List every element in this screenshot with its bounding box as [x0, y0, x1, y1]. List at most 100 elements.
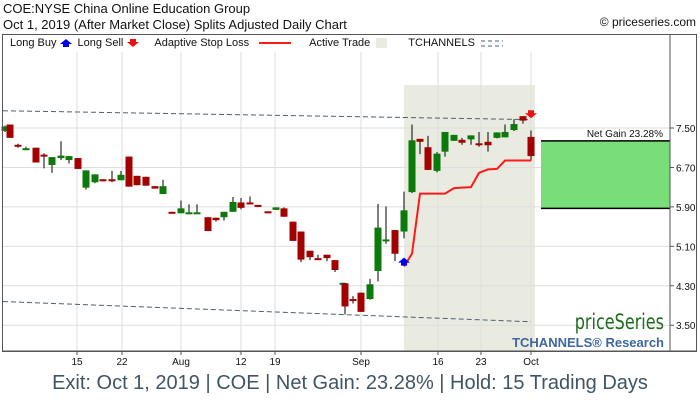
candle-up [22, 148, 30, 151]
legend-long-sell: Long Sell [77, 37, 154, 49]
candle-down [484, 141, 492, 146]
candle-down [331, 260, 339, 270]
candle-down [204, 217, 212, 232]
candle-down [416, 138, 424, 142]
chart-title: COE:NYSE China Online Education Group [3, 1, 251, 16]
candle-down [280, 208, 288, 217]
candle-down [314, 258, 322, 261]
candle-up [382, 239, 390, 242]
candle-up [159, 186, 167, 195]
x-tick-label: 16 [432, 357, 444, 368]
long-sell-arrow-icon [525, 110, 537, 119]
trade-summary: Exit: Oct 1, 2019 | COE | Net Gain: 23.2… [52, 372, 648, 394]
candle-up [493, 132, 501, 138]
candle-down [6, 124, 14, 138]
y-tick-label: 5.10 [676, 242, 696, 253]
candle-down [125, 156, 133, 187]
candle-up [374, 227, 382, 271]
candle-up [82, 170, 90, 188]
candle-up [441, 131, 449, 152]
candle-up [229, 201, 237, 212]
chart-subtitle: Oct 1, 2019 (After Market Close) Splits … [3, 17, 347, 32]
candle-down [323, 254, 331, 259]
candle-down [246, 202, 254, 205]
candle-up [450, 134, 458, 141]
tchannel-lower [2, 301, 532, 323]
brand-logo: priceSeries [575, 310, 664, 335]
legend-active-trade: Active Trade [309, 37, 408, 49]
candle-down [264, 211, 272, 214]
x-tick-label: Aug [172, 357, 190, 368]
legend-long-buy-label: Long Buy [10, 37, 57, 49]
candle-up [48, 157, 56, 165]
net-gain-label: Net Gain 23.28% [587, 129, 663, 140]
y-tick-label: 4.30 [676, 282, 696, 293]
candle-down [424, 147, 432, 170]
candle-down [151, 186, 159, 189]
candle-down [527, 136, 535, 157]
candle-down [341, 283, 349, 307]
x-tick-label: 15 [71, 357, 83, 368]
y-tick-label: 6.70 [676, 163, 696, 174]
legend-tchannels-label: TCHANNELS [408, 37, 475, 49]
candle-down [357, 292, 365, 312]
candle-down [237, 202, 245, 208]
x-tick-label: Sep [352, 357, 370, 368]
candle-down [133, 175, 141, 186]
brand-subtitle: TCHANNELS® Research [512, 335, 664, 350]
dashed-line-icon [480, 40, 503, 47]
active-trade-swatch-icon [376, 38, 388, 48]
candle-down [289, 221, 297, 241]
y-tick-label: 3.50 [676, 321, 696, 332]
candle-up [57, 155, 65, 159]
candle-up [177, 208, 185, 214]
legend-adaptive-stop: Adaptive Stop Loss [154, 37, 309, 49]
candle-up [408, 140, 416, 193]
net-gain-box [541, 140, 670, 209]
candle-down [306, 250, 314, 258]
candle-down [74, 158, 82, 169]
blue-up-arrow-icon [60, 39, 73, 47]
candle-up [65, 156, 73, 161]
red-down-arrow-icon [127, 39, 140, 47]
y-tick-label: 5.90 [676, 203, 696, 214]
legend-long-buy: Long Buy [10, 37, 77, 49]
candle-down [99, 179, 107, 182]
long-buy-arrow-icon [398, 257, 410, 266]
legend-adaptive-stop-label: Adaptive Stop Loss [154, 37, 250, 49]
candle-down [391, 230, 399, 254]
candle-up [467, 135, 475, 140]
candle-down [519, 116, 527, 121]
candle-down [168, 211, 176, 214]
candle-up [193, 212, 201, 215]
candle-down [40, 154, 48, 157]
candle-down [349, 299, 357, 302]
candle-up [220, 211, 228, 218]
candle-down [212, 217, 220, 221]
candle-down [14, 144, 22, 147]
x-tick-label: 23 [475, 357, 487, 368]
x-tick-label: 19 [269, 357, 281, 368]
x-tick-label: 22 [116, 357, 128, 368]
candle-down [254, 204, 262, 207]
chart-frame [2, 34, 697, 352]
y-tick-label: 7.50 [676, 124, 696, 135]
legend-active-trade-label: Active Trade [309, 37, 371, 49]
candle-down [108, 179, 116, 182]
copyright: © priceseries.com [599, 15, 696, 29]
candle-down [32, 147, 40, 163]
red-line-icon [259, 42, 292, 44]
tchannel-upper [2, 110, 532, 121]
adaptive-stop-loss-line [403, 159, 531, 268]
candle-up [433, 153, 441, 171]
x-tick-label: Oct [523, 357, 539, 368]
candle-up [91, 174, 99, 183]
candle-up [400, 210, 408, 232]
candle-down [475, 143, 483, 146]
candle-up [117, 174, 125, 181]
candle-up [501, 131, 509, 138]
candle-up [1, 126, 9, 131]
candle-up [510, 124, 518, 130]
candle-down [142, 176, 150, 186]
